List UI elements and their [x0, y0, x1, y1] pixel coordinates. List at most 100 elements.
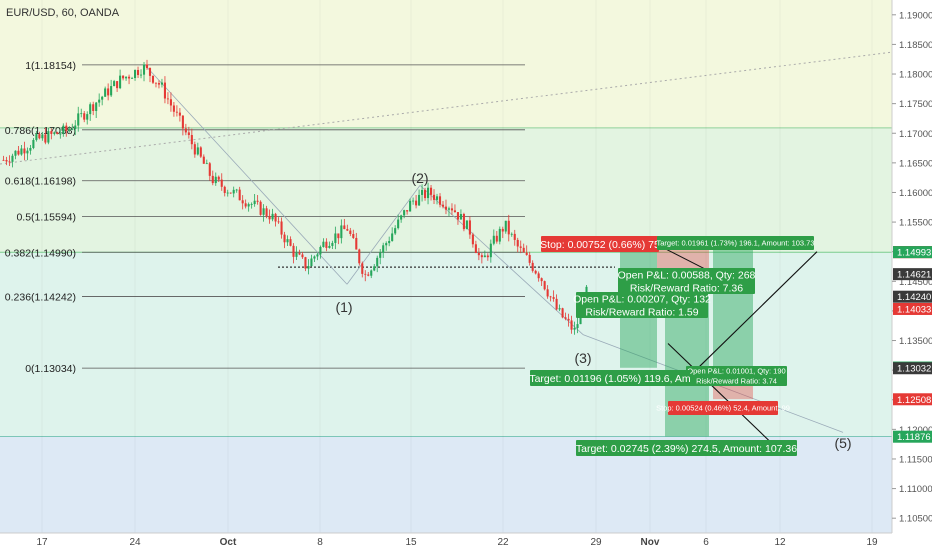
candle-body	[361, 263, 364, 274]
candle-body	[331, 242, 334, 246]
fib-level-label: 0.5(1.15594)	[16, 212, 76, 224]
candle-body	[438, 196, 442, 205]
candle-body	[498, 228, 501, 242]
candle-body	[226, 192, 229, 194]
price-tick-label: 1.18000	[899, 70, 932, 81]
candle-body	[145, 64, 149, 68]
fib-level-label: 0.236(1.14242)	[5, 292, 76, 304]
candle-body	[2, 159, 5, 161]
candle-body	[154, 82, 158, 84]
candle-body	[504, 220, 507, 232]
candle-body	[196, 147, 199, 155]
candle-body	[388, 240, 391, 244]
price-axis[interactable]: 1.19000 1.18500 1.18000 1.17500 1.17000 1.165…	[891, 0, 932, 550]
candle-body	[435, 196, 439, 200]
candle-body	[456, 212, 459, 220]
candle-body	[283, 234, 286, 243]
elliott-wave-segment[interactable]	[419, 185, 584, 335]
fib-level-label: 0.618(1.16198)	[5, 176, 76, 188]
time-axis[interactable]: 17 24 Oct 8 15 22 29 Nov 6 12 19	[0, 532, 892, 550]
candle-body	[271, 213, 274, 220]
price-tick-label: 1.17000	[899, 129, 932, 140]
candle-body	[101, 96, 104, 100]
projection-line[interactable]	[696, 251, 818, 370]
candle-body	[558, 308, 561, 310]
candle-body	[229, 192, 232, 194]
candle-body	[172, 105, 175, 112]
candle-body	[304, 257, 307, 269]
candle-body	[382, 245, 385, 253]
pnl-label-bg	[686, 366, 787, 386]
candle-body	[400, 215, 403, 220]
candle-body	[316, 254, 319, 257]
candle-body	[424, 189, 427, 199]
candle-body	[256, 200, 259, 202]
projection-line[interactable]	[667, 343, 783, 454]
candle-body	[59, 133, 62, 135]
candle-body	[92, 104, 95, 111]
price-tick-label: 1.16000	[899, 188, 932, 199]
stop-label-bg	[541, 236, 659, 252]
candle-body	[534, 270, 537, 274]
candle-body	[71, 129, 74, 130]
price-tag	[893, 393, 932, 406]
candle-body	[552, 297, 555, 299]
candle-body	[211, 175, 214, 184]
candle-body	[418, 194, 421, 206]
price-tick-label: 1.11500	[899, 454, 932, 465]
candle-body	[20, 148, 23, 155]
candle-body	[104, 88, 107, 97]
candle-body	[528, 254, 531, 263]
pnl-label-text: Open P&L: 0.01001, Qty: 190	[687, 367, 785, 376]
candle-body	[205, 163, 208, 165]
fib-retracement[interactable]: 1(1.18154)0.786(1.17058)0.618(1.16198)0.…	[5, 60, 525, 375]
candle-body	[98, 99, 101, 103]
candle-body	[426, 187, 430, 199]
candle-body	[489, 243, 492, 258]
pnl-label-bg	[576, 292, 708, 318]
candle-body	[86, 114, 89, 120]
position-target-zone[interactable]	[713, 243, 753, 368]
candle-body	[570, 320, 573, 330]
candle-body	[190, 135, 193, 145]
candle-body	[459, 214, 462, 220]
candle-body	[495, 235, 498, 242]
zone-band	[0, 127, 892, 253]
candle-body	[343, 225, 346, 230]
candle-body	[151, 75, 155, 83]
candle-body	[289, 239, 292, 246]
candle-body	[334, 233, 337, 243]
candle-body	[262, 208, 265, 215]
candle-body	[462, 214, 465, 230]
candle-body	[202, 156, 205, 164]
candle-body	[376, 257, 379, 267]
price-tag	[893, 290, 932, 303]
candle-body	[44, 134, 47, 143]
candle-body	[277, 221, 280, 223]
candle-body	[169, 99, 172, 106]
wave-label: (2)	[411, 170, 428, 186]
time-tick-label: 22	[497, 537, 509, 548]
fib-level-label: 0.382(1.14990)	[5, 247, 76, 259]
candle-body	[77, 113, 80, 126]
candle-body	[373, 266, 376, 271]
time-tick-label: Oct	[220, 537, 237, 548]
price-tick-label: 1.14500	[899, 277, 932, 288]
time-tick-label: 17	[36, 537, 48, 548]
candle-body	[163, 82, 166, 99]
elliott-wave-segment[interactable]	[346, 185, 421, 285]
candle-body	[253, 200, 256, 205]
price-tick-label: 1.12000	[899, 425, 932, 436]
candle-body	[247, 204, 250, 207]
candle-body	[477, 252, 480, 256]
candle-body	[217, 176, 220, 180]
candle-body	[355, 237, 358, 250]
drawing-lines[interactable]: (1) (2) (3) (5)	[0, 51, 893, 451]
candle-body	[47, 131, 50, 143]
candle-body	[358, 249, 361, 264]
pnl-label-text: Open P&L: 0.00207, Qty: 132	[573, 293, 711, 305]
candle-body	[53, 132, 56, 134]
elliott-wave-segment[interactable]	[144, 64, 348, 285]
